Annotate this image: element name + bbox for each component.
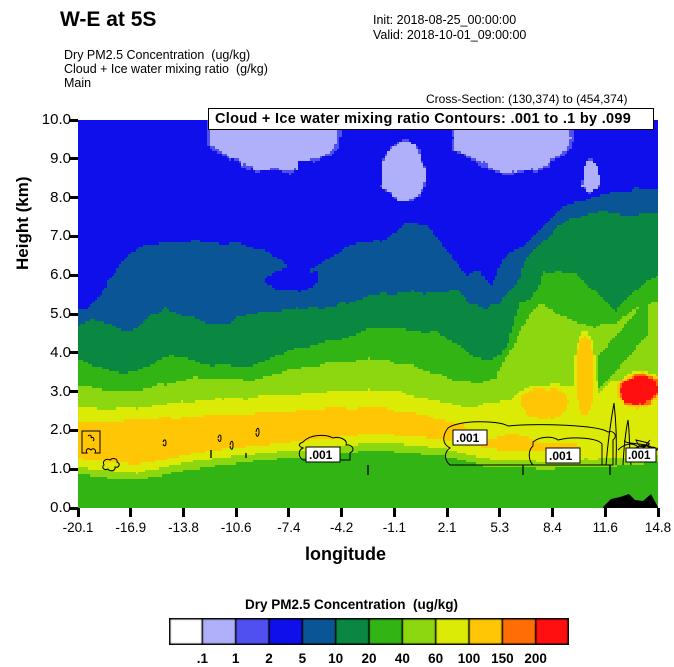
svg-text:.001: .001	[628, 450, 651, 462]
svg-text:.001: .001	[309, 448, 333, 462]
svg-text:.001: .001	[456, 431, 480, 445]
svg-text:.001: .001	[549, 449, 573, 463]
